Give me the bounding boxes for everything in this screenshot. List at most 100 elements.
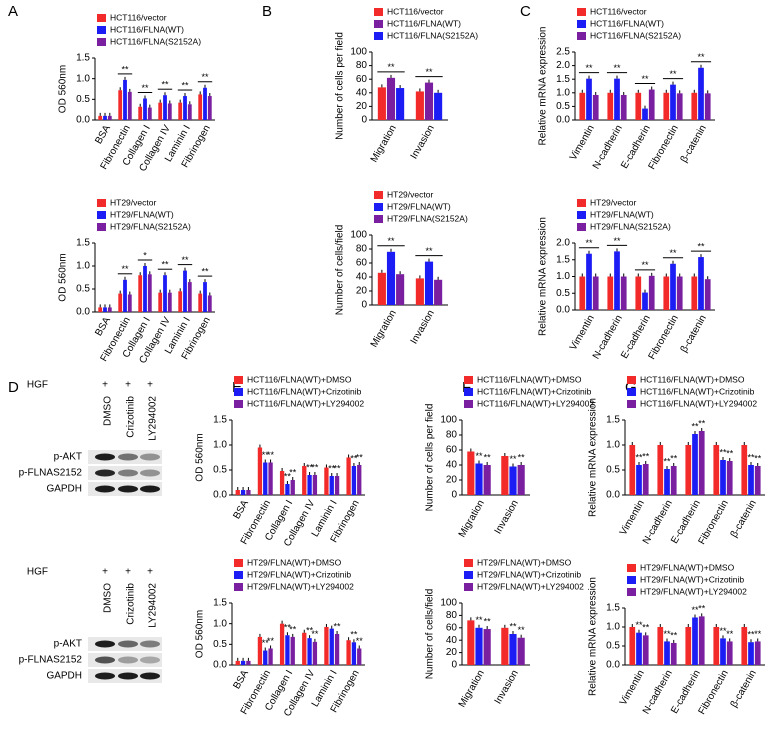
bar <box>663 276 670 310</box>
legend-swatch <box>234 388 243 396</box>
y-tick-label: 0.5 <box>556 101 570 112</box>
y-tick-label: 0.0 <box>76 115 90 126</box>
significance: ** <box>484 452 492 462</box>
significance: ** <box>475 451 483 461</box>
legend-label: HCT116/FLNA(WT)+LY294002 <box>247 398 364 408</box>
legend-label: HT29/FLNA(WT) <box>387 201 451 211</box>
bar <box>103 115 107 120</box>
bar <box>467 451 475 495</box>
y-tick-label: 1.5 <box>606 415 620 426</box>
x-tick-label: Vimentin <box>618 668 647 707</box>
legend-swatch <box>97 14 106 22</box>
legend-label: HT29/FLNA(WT) <box>590 209 654 219</box>
significance: ** <box>691 605 699 615</box>
bar <box>642 635 649 665</box>
y-tick-label: 1.0 <box>76 261 90 272</box>
row-label: p-FLNAS2152 <box>19 468 83 479</box>
y-tick-label: 1.5 <box>213 598 227 609</box>
lane-label: DMSO <box>103 396 114 426</box>
bar <box>396 274 405 305</box>
significance: ** <box>663 629 671 639</box>
bar <box>614 78 620 120</box>
legend-label: HT29/FLNA(WT)+DMSO <box>477 557 572 567</box>
y-axis-label: Relative mRNA expression <box>538 217 549 336</box>
legend-label: HCT116/FLNA(S2152A) <box>387 30 478 40</box>
legend-swatch <box>627 564 636 572</box>
legend-label: HT29/FLNA(WT)+DMSO <box>247 557 342 567</box>
y-axis-label: Number of cells per field <box>425 404 436 512</box>
x-tick-label: BSA <box>231 498 251 521</box>
legend-label: HCT116/FLNA(WT) <box>590 18 664 28</box>
y-tick-label: 0.5 <box>606 465 620 476</box>
significance: ** <box>613 63 621 73</box>
y-tick-label: 0.5 <box>606 641 620 652</box>
x-tick-label: Migration <box>369 308 399 349</box>
dose-label: + <box>102 380 108 391</box>
bar <box>676 93 683 120</box>
significance: ** <box>697 52 705 62</box>
significance: ** <box>121 64 129 74</box>
bar <box>127 91 132 120</box>
row-label: p-AKT <box>54 639 82 650</box>
bar <box>415 278 424 305</box>
dose-label: + <box>125 567 131 578</box>
significance: ** <box>356 452 364 462</box>
bar <box>158 292 163 312</box>
bar <box>307 638 312 665</box>
legend-swatch <box>97 26 106 34</box>
bar <box>279 623 285 665</box>
bar <box>691 92 698 120</box>
bar <box>346 457 351 495</box>
lane-label: Crizotinib <box>126 396 137 438</box>
significance: ** <box>663 456 671 466</box>
panel-label: C <box>520 3 531 20</box>
x-tick-label: β-catenin <box>729 668 759 709</box>
blot-band <box>118 469 138 477</box>
bar <box>657 445 664 495</box>
bar <box>334 476 340 495</box>
bar <box>143 98 147 120</box>
y-tick-label: 0.0 <box>606 660 620 671</box>
panel-label: G <box>625 379 637 396</box>
blot-band <box>95 469 115 477</box>
bar <box>726 641 733 665</box>
blot-band <box>140 485 160 493</box>
bar <box>324 626 329 665</box>
x-tick-label: Invasion <box>493 498 521 536</box>
bar <box>748 465 754 495</box>
bar <box>207 295 212 312</box>
bar <box>483 629 491 665</box>
blot-band <box>118 485 138 493</box>
blot-band <box>118 453 138 461</box>
bar <box>726 461 733 495</box>
bar <box>467 620 475 665</box>
row-label: GAPDH <box>46 671 82 682</box>
bar <box>396 88 405 120</box>
significance: ** <box>726 448 734 458</box>
legend-swatch <box>234 571 243 579</box>
bar <box>263 650 268 665</box>
bar <box>517 465 525 495</box>
significance: ** <box>642 623 650 633</box>
y-tick-label: 1.0 <box>76 73 90 84</box>
y-tick-label: 1.5 <box>556 254 570 265</box>
bar <box>636 632 642 665</box>
panel-label: F <box>462 379 471 396</box>
y-tick-label: 100 <box>440 598 457 609</box>
bar <box>312 641 318 665</box>
y-tick-label: 1.0 <box>213 618 227 629</box>
bar <box>324 467 329 495</box>
y-tick-label: 20 <box>356 101 368 112</box>
y-axis-label: OD 560nm <box>58 253 69 301</box>
significance: ** <box>328 463 336 473</box>
bar <box>648 89 655 120</box>
significance: ** <box>284 471 292 481</box>
bar <box>501 456 509 495</box>
y-tick-label: 100 <box>350 230 367 241</box>
bar <box>607 276 614 310</box>
y-tick-label: 20 <box>446 475 458 486</box>
x-tick-label: β-catenin <box>679 313 709 354</box>
bar <box>183 96 187 120</box>
bar <box>698 257 704 310</box>
dose-label: + <box>125 380 131 391</box>
